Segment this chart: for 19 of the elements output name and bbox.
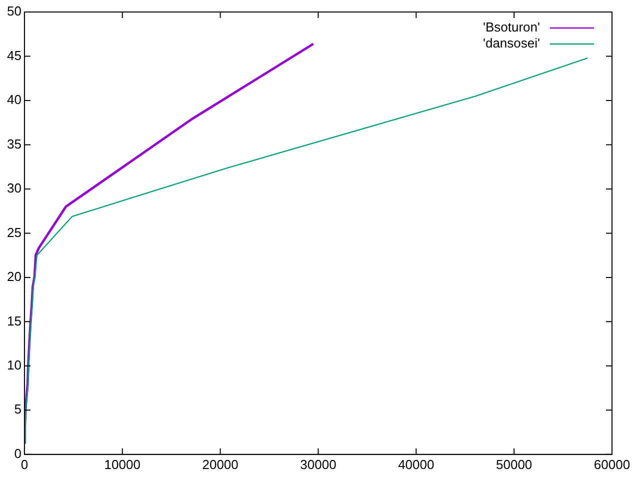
y-tick-label: 5 (14, 402, 22, 417)
y-tick-label: 15 (6, 313, 22, 328)
y-tick-label: 25 (6, 224, 22, 240)
x-tick-label: 60000 (594, 456, 630, 472)
y-tick-label: 20 (6, 269, 22, 284)
y-tick-label: 40 (6, 92, 22, 108)
x-tick-label: 20000 (202, 456, 238, 472)
x-tick-label: 10000 (104, 456, 140, 472)
x-tick-label: 30000 (300, 456, 336, 472)
y-tick-label: 45 (6, 48, 22, 63)
y-tick-label: 30 (6, 180, 22, 196)
legend-label: 'Bsoturon' (483, 20, 540, 35)
y-tick-label: 50 (6, 4, 22, 19)
y-tick-label: 10 (6, 358, 22, 372)
x-tick-label: 40000 (398, 456, 434, 472)
legend-label: 'dansosei' (482, 36, 540, 51)
y-tick-label: 35 (6, 136, 22, 152)
y-tick-label: 0 (14, 446, 22, 461)
x-tick-label: 50000 (496, 456, 532, 472)
